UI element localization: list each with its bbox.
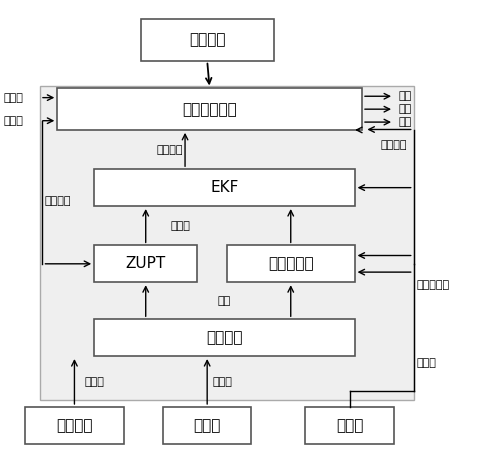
- Text: ZUPT: ZUPT: [126, 257, 166, 271]
- Text: 初始对准: 初始对准: [189, 32, 225, 47]
- Text: 估计速度: 估计速度: [45, 196, 71, 206]
- Bar: [94, 245, 197, 282]
- Text: 步态检测: 步态检测: [206, 330, 243, 345]
- Text: 姿态: 姿态: [399, 117, 412, 127]
- Text: 误差状态: 误差状态: [156, 144, 182, 155]
- Bar: [141, 19, 274, 61]
- Text: 位置: 位置: [399, 91, 412, 101]
- Text: 角速率: 角速率: [3, 93, 23, 103]
- Bar: [227, 245, 354, 282]
- Bar: [25, 407, 124, 444]
- Text: 磁强度: 磁强度: [416, 358, 436, 368]
- Text: 磁力计: 磁力计: [336, 418, 363, 433]
- Bar: [40, 86, 414, 400]
- Text: 平稳: 平稳: [218, 296, 231, 306]
- Text: 角速率: 角速率: [212, 376, 232, 387]
- Text: EKF: EKF: [210, 180, 239, 195]
- Bar: [306, 407, 394, 444]
- Text: 加速度: 加速度: [84, 376, 104, 387]
- Text: 估计姿态: 估计姿态: [381, 140, 407, 150]
- Text: 航向角偏差: 航向角偏差: [416, 280, 449, 289]
- Text: 加速度: 加速度: [3, 116, 23, 126]
- Text: 陀螺仪: 陀螺仪: [193, 418, 221, 433]
- Bar: [94, 319, 354, 356]
- Bar: [57, 88, 362, 130]
- Bar: [94, 169, 354, 206]
- Text: 观测值: 观测值: [170, 221, 190, 231]
- Text: 速度: 速度: [399, 104, 412, 114]
- Bar: [163, 407, 251, 444]
- Text: 加速度计: 加速度计: [56, 418, 93, 433]
- Text: 航向角更新: 航向角更新: [268, 257, 314, 271]
- Text: 惯性导航系统: 惯性导航系统: [182, 102, 237, 117]
